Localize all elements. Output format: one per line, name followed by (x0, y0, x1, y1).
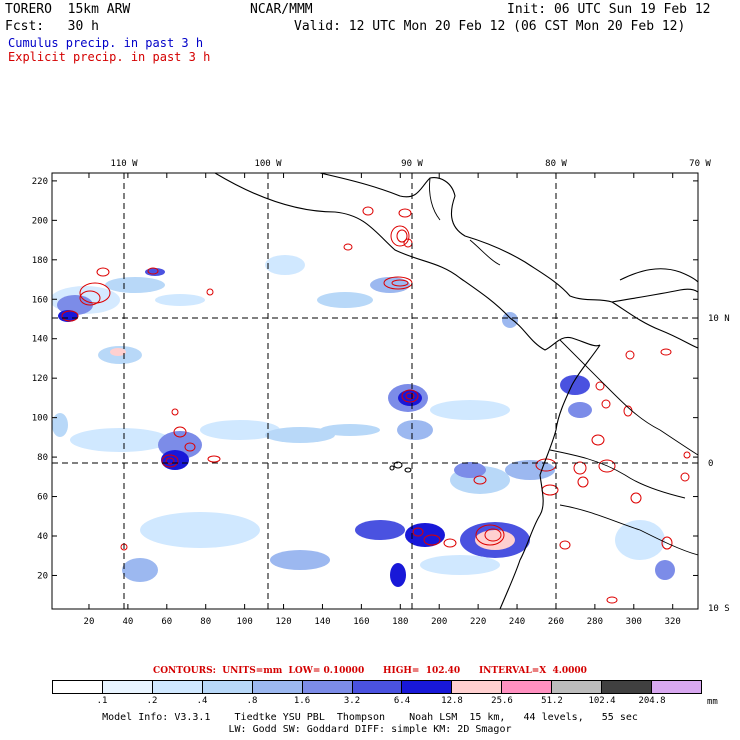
color-scale-labels: .1 .2 .4 .8 1.6 3.2 6.4 12.8 25.6 51.2 102.4 204.8 (52, 696, 702, 706)
color-scale-label: 12.8 (441, 696, 463, 706)
color-scale-cell (151, 681, 202, 693)
valid-time: Valid: 12 UTC Mon 20 Feb 12 (06 CST Mon … (294, 19, 686, 34)
y-tick-label: 180 (32, 256, 48, 266)
y-tick-label: 200 (32, 216, 48, 226)
x-tick-label: 200 (431, 617, 447, 627)
lat-label-10n: 10 N (708, 314, 730, 324)
color-scale-cell (551, 681, 602, 693)
color-scale-label: 1.6 (293, 696, 311, 706)
color-scale-cell (53, 681, 102, 693)
map-frame (51, 172, 699, 610)
color-scale-label: .8 (246, 696, 258, 706)
color-scale-cell (501, 681, 552, 693)
color-scale-cell (351, 681, 402, 693)
x-tick-label: 220 (470, 617, 486, 627)
model-info-line-2: LW: Godd SW: Goddard DIFF: simple KM: 2D… (228, 724, 512, 735)
x-tick-label: 300 (626, 617, 642, 627)
lon-label-110w: 110 W (110, 159, 138, 169)
x-tick-label: 80 (200, 617, 211, 627)
color-scale-units: mm (707, 697, 718, 707)
contours-info: CONTOURS: UNITS=mm LOW= 0.10000 HIGH= 10… (153, 666, 587, 676)
y-tick-label: 220 (32, 177, 48, 187)
model-name: TORERO 15km ARW (5, 2, 131, 17)
axis-tick-labels: 20 40 60 80 100 120 140 160 180 200 220 240 260 280 30… (32, 177, 681, 627)
color-scale-label: .2 (146, 696, 158, 706)
explicit-precip-contours (61, 206, 691, 604)
lat-label-0: 0 (708, 459, 713, 469)
x-tick-label: 100 (236, 617, 252, 627)
color-scale-cell (401, 681, 452, 693)
cumulus-precip-shading (52, 255, 675, 587)
color-scale-cell (201, 681, 252, 693)
color-scale-label: 6.4 (393, 696, 411, 706)
organization: NCAR/MMM (250, 2, 313, 17)
x-tick-label: 180 (392, 617, 408, 627)
x-tick-label: 280 (587, 617, 603, 627)
color-scale-label: .4 (196, 696, 208, 706)
color-scale-cell (601, 681, 652, 693)
lon-label-100w: 100 W (254, 159, 282, 169)
model-info-line-1: Model Info: V3.3.1 Tiedtke YSU PBL Thomp… (102, 712, 638, 723)
x-tick-label: 120 (275, 617, 291, 627)
x-tick-label: 240 (509, 617, 525, 627)
y-tick-label: 160 (32, 295, 48, 305)
lon-label-80w: 80 W (545, 159, 567, 169)
x-tick-label: 20 (84, 617, 95, 627)
y-tick-label: 60 (37, 493, 48, 503)
init-time: Init: 06 UTC Sun 19 Feb 12 (507, 2, 711, 17)
explicit-field-label: Explicit precip. in past 3 h (8, 50, 211, 64)
y-tick-label: 100 (32, 414, 48, 424)
y-tick-label: 20 (37, 571, 48, 581)
cumulus-field-label: Cumulus precip. in past 3 h (8, 36, 204, 50)
x-tick-label: 160 (353, 617, 369, 627)
x-tick-label: 260 (548, 617, 564, 627)
color-scale-label: 204.8 (638, 696, 666, 706)
y-tick-label: 80 (37, 453, 48, 463)
x-tick-label: 320 (665, 617, 681, 627)
forecast-hour: Fcst: 30 h (5, 19, 99, 34)
axis-ticks (52, 173, 698, 609)
y-tick-label: 120 (32, 374, 48, 384)
color-scale-cell (651, 681, 701, 693)
color-scale-label: .1 (96, 696, 108, 706)
color-scale-cell (101, 681, 152, 693)
x-tick-label: 40 (122, 617, 133, 627)
lon-label-70w: 70 W (689, 159, 711, 169)
color-scale-bar (52, 680, 702, 694)
color-scale-cell (251, 681, 302, 693)
color-scale-cell (301, 681, 352, 693)
y-tick-label: 140 (32, 335, 48, 345)
x-tick-label: 60 (161, 617, 172, 627)
x-tick-label: 140 (314, 617, 330, 627)
color-scale-label: 51.2 (541, 696, 563, 706)
color-scale-label: 25.6 (491, 696, 513, 706)
color-scale-label: 102.4 (588, 696, 616, 706)
color-scale-cell (451, 681, 502, 693)
latlon-grid (52, 173, 698, 609)
coastlines (214, 173, 698, 609)
color-scale-label: 3.2 (343, 696, 361, 706)
y-tick-label: 40 (37, 532, 48, 542)
lon-label-90w: 90 W (401, 159, 423, 169)
lat-label-10s: 10 S (708, 604, 730, 614)
